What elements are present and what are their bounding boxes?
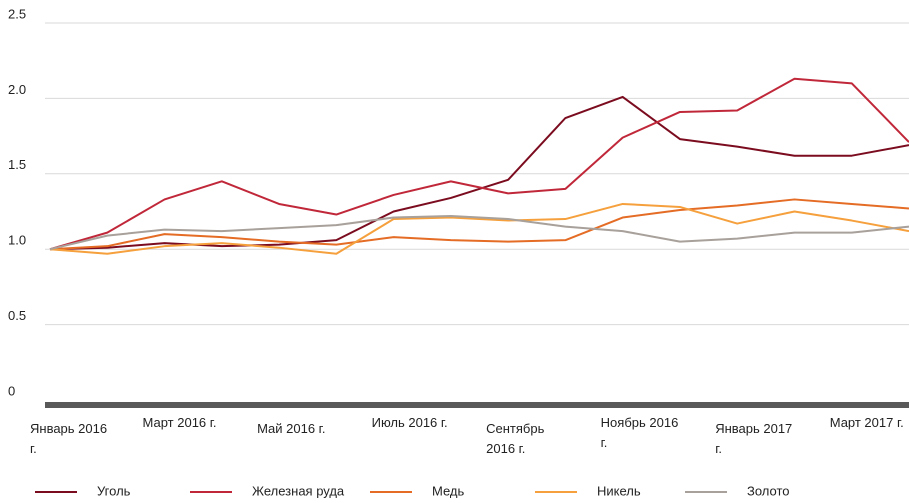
legend-label: Никель [597, 483, 641, 498]
legend-label: Уголь [97, 483, 131, 498]
series-line [49, 95, 909, 251]
series-line [49, 215, 909, 251]
y-tick-label: 1.5 [8, 157, 26, 172]
x-tick-label: Март 2017 г. [829, 415, 904, 430]
x-tick-label: Июль 2016 г. [371, 415, 448, 430]
series-line [49, 77, 909, 251]
y-tick-label: 0.5 [8, 308, 26, 323]
series-line [49, 198, 909, 251]
x-tick-label: Ноябрь 2016 г. [600, 415, 679, 450]
y-tick-label: 2.5 [8, 6, 26, 21]
y-tick-label: 1.0 [8, 233, 26, 248]
x-tick-label: Март 2016 г. [142, 415, 217, 430]
y-tick-label: 2.0 [8, 82, 26, 97]
legend-label: Железная руда [252, 483, 345, 498]
x-tick-label: Январь 2017 г. [715, 421, 793, 456]
x-tick-label: Сентябрь 2016 г. [486, 421, 545, 456]
y-tick-label: 0 [8, 383, 15, 398]
series-line [49, 202, 909, 255]
legend-label: Золото [747, 483, 790, 498]
x-tick-label: Январь 2016 г. [30, 421, 108, 456]
legend-label: Медь [432, 483, 465, 498]
x-tick-label: Май 2016 г. [257, 421, 326, 436]
